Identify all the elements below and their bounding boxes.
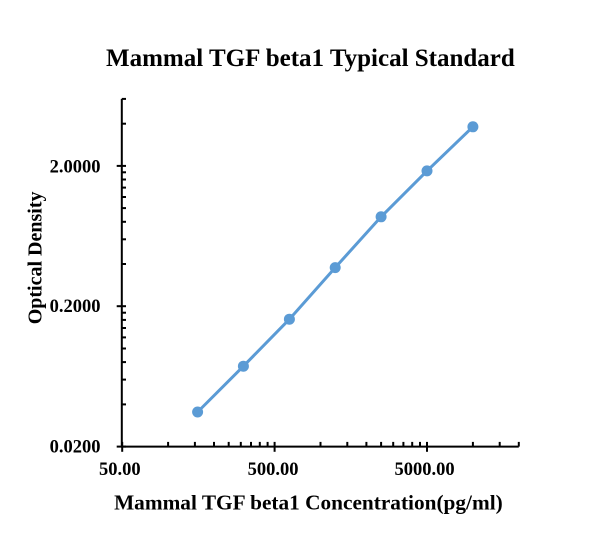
svg-text:500.00: 500.00 xyxy=(248,460,299,480)
svg-text:0.0200: 0.0200 xyxy=(50,438,101,458)
svg-text:2.0000: 2.0000 xyxy=(50,157,101,177)
svg-text:Mammal TGF beta1 Concentration: Mammal TGF beta1 Concentration(pg/ml) xyxy=(114,491,503,515)
svg-text:Optical Density: Optical Density xyxy=(25,192,47,325)
svg-text:0.2000: 0.2000 xyxy=(50,297,101,317)
svg-text:5000.00: 5000.00 xyxy=(395,460,455,480)
svg-text:Mammal TGF beta1 Typical Stand: Mammal TGF beta1 Typical Standard xyxy=(106,45,515,72)
svg-text:50.00: 50.00 xyxy=(99,460,141,480)
